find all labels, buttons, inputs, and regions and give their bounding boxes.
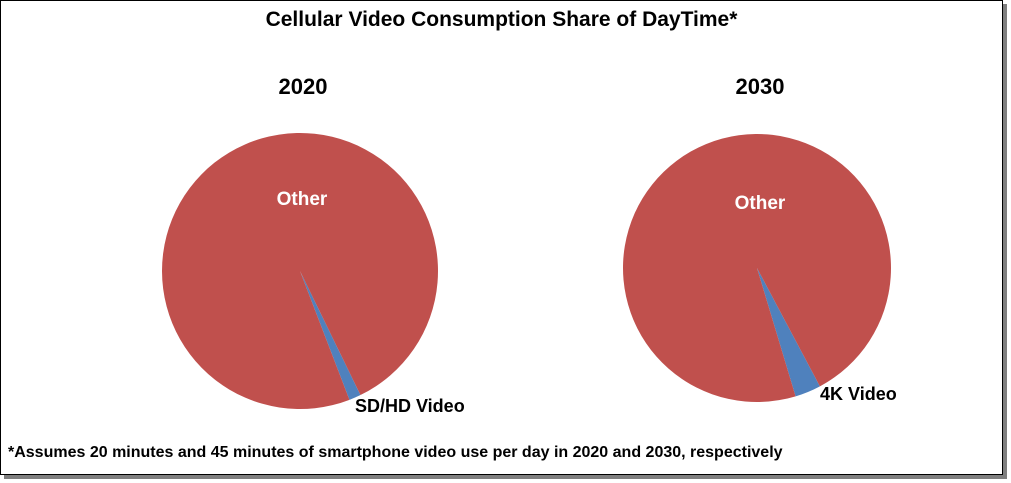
slice-label-4k-video: 4K Video xyxy=(820,384,897,404)
pie-slice-other xyxy=(622,134,891,403)
slice-label-sd-hd-video: SD/HD Video xyxy=(355,396,465,416)
slice-label-other: Other xyxy=(735,193,786,214)
pie-2030: 4K Video Other xyxy=(622,134,897,404)
pie-title-2020: 2020 xyxy=(278,74,328,99)
pie-slice-4k-video xyxy=(757,268,820,397)
pie-slice-other xyxy=(161,133,438,410)
footnote: *Assumes 20 minutes and 45 minutes of sm… xyxy=(8,444,783,461)
pie-slice-sd-hd-video xyxy=(300,271,361,400)
pie-2020: SD/HD Video Other xyxy=(161,133,465,416)
pie-title-2030: 2030 xyxy=(735,74,785,99)
chart-title: Cellular Video Consumption Share of DayT… xyxy=(265,8,738,31)
slice-label-other: Other xyxy=(277,189,328,210)
